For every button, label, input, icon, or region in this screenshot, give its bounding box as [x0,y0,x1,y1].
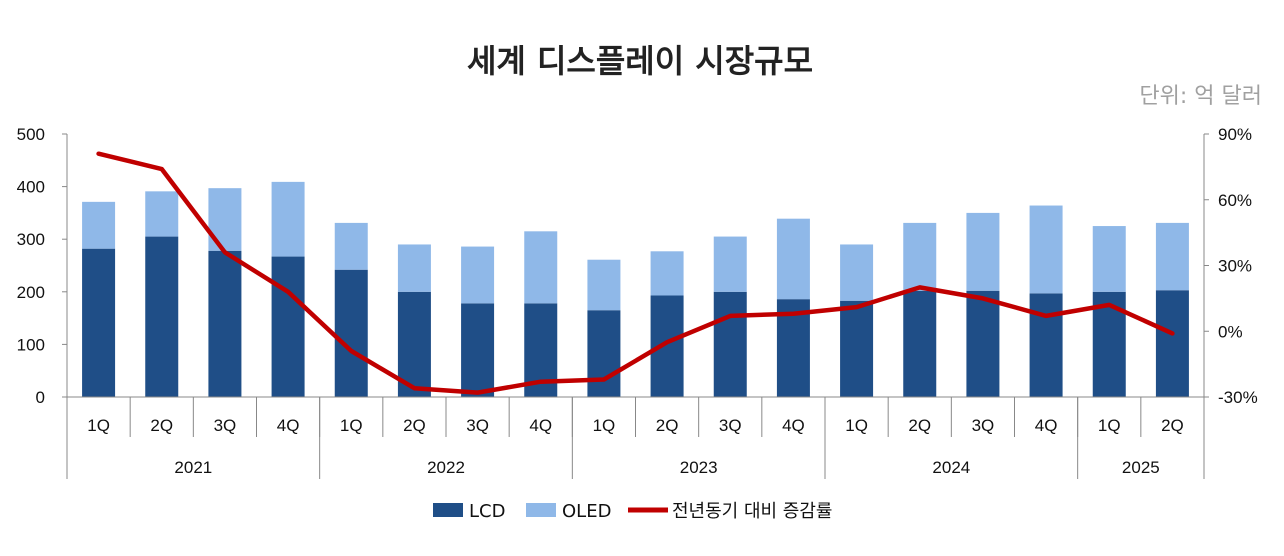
growth-rate-line [96,151,1175,395]
x-quarter-label: 3Q [972,416,995,435]
right-tick-label: 60% [1218,191,1252,210]
bar-lcd [650,295,684,397]
bar-oled [776,218,810,300]
growth-line-group [96,151,1175,395]
x-quarter-label: 3Q [214,416,237,435]
bar-lcd [1029,293,1063,397]
right-tick-label: 30% [1218,257,1252,276]
legend: LCD OLED 전년동기 대비 증감률 [433,501,832,522]
bar-oled [587,259,621,311]
x-quarter-label: 4Q [529,416,552,435]
bar-lcd [587,310,621,397]
right-tick-label: 0% [1218,322,1243,341]
x-quarter-label: 2Q [656,416,679,435]
bar-oled [461,246,495,304]
legend-swatch-oled [526,503,556,517]
x-year-label: 2021 [174,458,212,477]
right-tick-label: 90% [1218,125,1252,144]
legend-label-growth: 전년동기 대비 증감률 [672,501,832,522]
legend-label-lcd: LCD [469,501,505,522]
bar-oled [1029,205,1063,294]
left-tick-label: 300 [17,230,45,249]
bar-lcd [208,250,242,397]
bars-group [82,181,1189,397]
bar-lcd [966,290,1000,397]
bar-oled [966,212,1000,291]
bar-lcd [145,236,179,397]
x-year-label: 2025 [1122,458,1160,477]
x-quarter-label: 4Q [1035,416,1058,435]
legend-swatch-lcd [433,503,463,517]
bar-lcd [713,291,747,397]
x-year-label: 2022 [427,458,465,477]
legend-label-oled: OLED [562,501,611,522]
bar-lcd [271,256,305,397]
x-quarter-label: 4Q [782,416,805,435]
bar-lcd [334,269,368,397]
x-quarter-label: 4Q [277,416,300,435]
x-quarter-label: 1Q [340,416,363,435]
bar-oled [271,181,305,257]
bar-lcd [1155,290,1189,397]
x-quarter-label: 1Q [593,416,616,435]
right-tick-label: -30% [1218,388,1258,407]
bar-oled [650,251,684,296]
bar-oled [82,201,116,249]
bar-lcd [903,290,937,397]
left-tick-label: 500 [17,125,45,144]
x-quarter-label: 3Q [719,416,742,435]
x-quarter-label: 2Q [150,416,173,435]
x-year-label: 2023 [680,458,718,477]
x-quarter-label: 2Q [403,416,426,435]
bar-oled [397,244,431,292]
x-quarter-label: 3Q [466,416,489,435]
bar-oled [713,236,747,292]
left-tick-label: 0 [36,388,45,407]
bar-oled [1092,226,1126,292]
x-year-label: 2024 [932,458,970,477]
x-axis: 1Q 2Q 3Q 4Q 1Q 2Q 3Q 4Q 1Q 2Q 3Q 4Q 1Q 2Q 3Q 4Q 1Q 2Q 2021… [66,396,1205,479]
chart-title: 세계 디스플레이 시장규모 [467,42,813,80]
bar-oled [145,191,179,237]
left-y-axis: 0 100 200 300 400 500 [17,125,68,407]
bar-lcd [840,300,874,397]
bar-oled [903,222,937,291]
bar-lcd [461,303,495,397]
x-quarter-label: 1Q [845,416,868,435]
bar-oled [334,222,368,270]
left-tick-label: 400 [17,178,45,197]
unit-label: 단위: 억 달러 [1139,84,1262,109]
bar-oled [524,231,558,304]
x-quarter-label: 2Q [908,416,931,435]
x-quarter-label: 1Q [1098,416,1121,435]
left-tick-label: 200 [17,283,45,302]
bar-oled [208,188,242,251]
bar-lcd [82,248,116,397]
left-tick-label: 100 [17,335,45,354]
x-quarter-label: 2Q [1161,416,1184,435]
bar-oled [840,244,874,301]
right-y-axis: -30% 0% 30% 60% 90% [1203,125,1258,407]
bar-oled [1155,222,1189,291]
x-quarter-label: 1Q [87,416,110,435]
